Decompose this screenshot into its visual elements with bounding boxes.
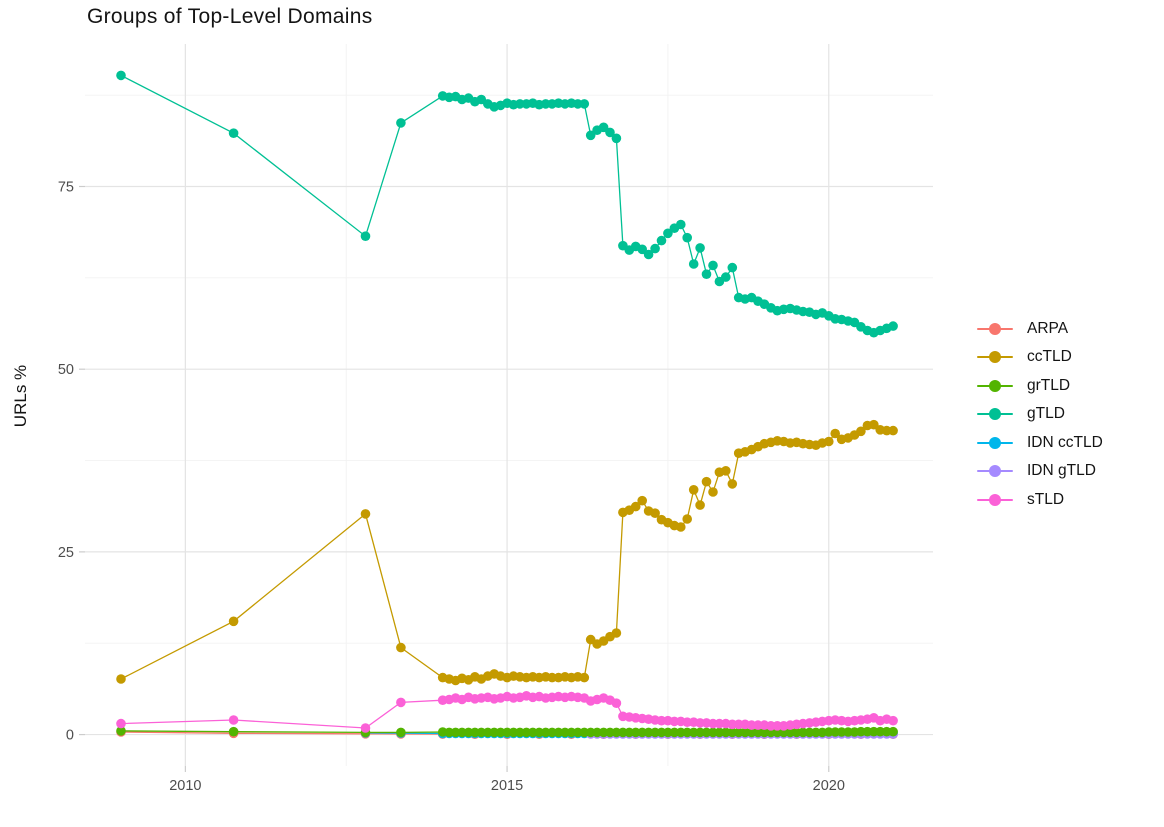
- legend-label: sTLD: [1027, 490, 1065, 508]
- legend-label: gTLD: [1027, 405, 1065, 423]
- data-point: [676, 522, 686, 532]
- data-point: [708, 260, 718, 271]
- data-point: [695, 243, 705, 253]
- legend-label: ARPA: [1027, 319, 1069, 337]
- data-point: [598, 122, 609, 133]
- data-point: [637, 244, 647, 255]
- legend-label: ccTLD: [1027, 348, 1072, 366]
- data-point: [701, 269, 712, 280]
- data-point: [228, 128, 239, 138]
- legend-item-cctld: ccTLD: [977, 347, 1103, 369]
- data-point: [579, 99, 590, 109]
- legend-key-dot: [989, 379, 1001, 392]
- data-point: [727, 262, 738, 273]
- data-point: [360, 231, 371, 241]
- data-point: [228, 726, 239, 737]
- x-tick-label: 2010: [169, 778, 201, 794]
- legend-item-grtld: grTLD: [977, 375, 1103, 397]
- legend-key-dot: [989, 322, 1001, 335]
- data-point: [856, 426, 866, 437]
- legend-item-idn-gtld: IDN gTLD: [977, 461, 1103, 483]
- legend-key-dot: [989, 436, 1001, 449]
- legend-key-icon: [977, 322, 1013, 336]
- x-tick-label: 2020: [813, 778, 845, 794]
- legend-key-dot: [989, 465, 1001, 478]
- data-point: [650, 243, 660, 254]
- y-tick-label: 25: [58, 545, 74, 561]
- legend-key-icon: [977, 464, 1013, 478]
- data-point: [637, 495, 647, 506]
- legend-item-stld: sTLD: [977, 489, 1103, 511]
- legend: ARPA ccTLD grTLD gTLD IDN ccTLD IDN gTLD sTLD: [977, 318, 1103, 511]
- data-point: [650, 508, 660, 518]
- data-point: [360, 509, 371, 519]
- data-point: [701, 476, 712, 487]
- data-point: [116, 70, 126, 81]
- data-point: [830, 428, 840, 439]
- data-point: [721, 466, 731, 476]
- data-point: [228, 715, 239, 725]
- legend-key-icon: [977, 493, 1013, 507]
- data-point: [676, 219, 686, 230]
- data-point: [396, 642, 406, 653]
- data-point: [396, 727, 406, 738]
- data-point: [721, 272, 731, 282]
- chart-title: Groups of Top-Level Domains: [87, 5, 373, 28]
- data-point: [824, 436, 834, 447]
- legend-item-arpa: ARPA: [977, 318, 1103, 340]
- data-point: [396, 118, 406, 128]
- legend-key-icon: [977, 379, 1013, 393]
- data-point: [228, 616, 239, 627]
- data-point: [869, 419, 879, 430]
- x-tick-label: 2015: [491, 778, 523, 794]
- data-point: [611, 628, 622, 638]
- data-point: [888, 321, 898, 331]
- legend-label: grTLD: [1027, 376, 1071, 394]
- data-point: [360, 723, 371, 733]
- data-point: [579, 672, 590, 683]
- data-point: [611, 133, 622, 144]
- data-point: [605, 127, 615, 138]
- data-point: [888, 425, 898, 436]
- data-point: [396, 697, 406, 708]
- data-point: [888, 715, 898, 726]
- legend-key-dot: [989, 408, 1001, 421]
- data-point: [682, 232, 692, 243]
- data-point: [663, 228, 673, 239]
- data-point: [643, 249, 654, 260]
- legend-key-icon: [977, 436, 1013, 450]
- legend-key-dot: [989, 493, 1001, 506]
- data-point: [116, 674, 126, 684]
- y-tick-label: 50: [58, 362, 74, 378]
- data-point: [116, 726, 126, 736]
- data-point: [656, 235, 667, 246]
- data-point: [888, 726, 898, 737]
- legend-key-dot: [989, 351, 1001, 364]
- data-point: [682, 514, 692, 524]
- legend-label: IDN gTLD: [1027, 462, 1096, 480]
- legend-key-icon: [977, 350, 1013, 364]
- legend-key-icon: [977, 407, 1013, 421]
- y-tick-label: 75: [58, 180, 74, 196]
- data-point: [727, 479, 738, 489]
- data-point: [708, 487, 718, 497]
- data-point: [611, 698, 622, 708]
- y-tick-label: 0: [66, 728, 74, 744]
- data-point: [695, 500, 705, 510]
- data-point: [688, 485, 699, 495]
- legend-label: IDN ccTLD: [1027, 433, 1103, 451]
- legend-item-idn-cctld: IDN ccTLD: [977, 432, 1103, 454]
- data-point: [630, 501, 641, 512]
- legend-item-gtld: gTLD: [977, 404, 1103, 426]
- data-point: [688, 259, 699, 269]
- data-point: [116, 718, 126, 729]
- data-point: [585, 130, 596, 141]
